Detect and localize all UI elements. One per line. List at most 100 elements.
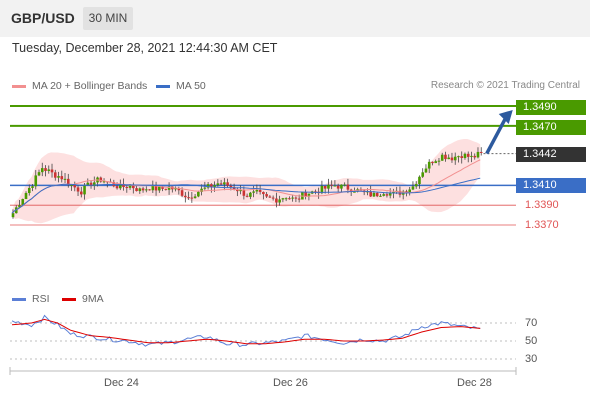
- candle-body: [450, 157, 454, 161]
- candle-body: [271, 197, 275, 199]
- symbol-label: GBP/USD: [11, 10, 75, 26]
- candle-body: [408, 189, 411, 193]
- candle-body: [164, 188, 168, 190]
- candle-body: [457, 156, 460, 158]
- ma9-swatch: [62, 297, 76, 301]
- candle-body: [262, 191, 265, 195]
- legend-rsi-label: RSI: [32, 293, 50, 305]
- candle-body: [86, 182, 90, 186]
- datetime-label: Tuesday, December 28, 2021 12:44:30 AM C…: [12, 41, 278, 55]
- candle-body: [414, 184, 418, 187]
- candle-body: [320, 185, 324, 194]
- candle-body: [115, 186, 119, 189]
- candle-body: [122, 183, 125, 188]
- candle-body: [476, 151, 480, 158]
- legend-ma9: 9MA: [62, 293, 104, 305]
- ma50-line: [11, 177, 481, 214]
- candle-body: [353, 191, 356, 193]
- candle-body: [252, 191, 255, 193]
- candle-body: [242, 189, 246, 196]
- candle-body: [291, 197, 294, 199]
- level-tag-current: 1.3442: [516, 147, 586, 162]
- legend-ma20: MA 20 + Bollinger Bands: [12, 80, 147, 92]
- candle-body: [40, 168, 44, 173]
- candle-body: [203, 187, 207, 189]
- candle-body: [151, 185, 155, 191]
- candle-body: [239, 189, 242, 192]
- rsi-ma9-line: [11, 318, 481, 345]
- candle-body: [466, 153, 470, 157]
- candle-body: [372, 192, 376, 197]
- candle-body: [148, 189, 151, 191]
- candle-body: [210, 184, 213, 188]
- candle-body: [145, 189, 148, 191]
- candle-body: [60, 176, 64, 180]
- candle-body: [265, 194, 268, 197]
- candle-body: [437, 160, 441, 162]
- candle-body: [24, 192, 28, 200]
- candle-body: [193, 196, 197, 199]
- candle-body: [79, 191, 83, 195]
- candle-body: [18, 205, 21, 208]
- candle-body: [73, 184, 77, 188]
- level-label-s1: 1.3390: [525, 199, 559, 211]
- candle-body: [421, 172, 425, 177]
- candle-body: [382, 194, 385, 196]
- legend-rsi: RSI: [12, 293, 50, 305]
- candle-body: [307, 193, 311, 197]
- chart-header: GBP/USD 30 MIN: [0, 0, 590, 37]
- candle-body: [343, 184, 346, 186]
- candle-body: [83, 185, 86, 195]
- candle-body: [92, 182, 96, 186]
- rsi-line: [11, 314, 481, 348]
- rsi-swatch: [12, 297, 26, 301]
- candle-body: [229, 185, 233, 188]
- candle-body: [460, 156, 464, 159]
- candle-body: [119, 183, 122, 189]
- candle-body: [89, 182, 93, 186]
- candle-body: [411, 186, 415, 190]
- candle-body: [197, 191, 200, 197]
- candle-body: [327, 184, 330, 189]
- candle-body: [190, 197, 194, 199]
- candle-body: [70, 184, 73, 186]
- candle-body: [288, 198, 291, 200]
- candle-body: [304, 192, 307, 197]
- candle-body: [34, 175, 38, 187]
- candle-body: [200, 188, 203, 192]
- candle-body: [37, 172, 41, 176]
- candle-body: [63, 178, 67, 180]
- candle-body: [102, 181, 106, 183]
- level-label-s2: 1.3370: [525, 219, 559, 231]
- candle-body: [281, 198, 285, 200]
- candle-body: [66, 178, 70, 186]
- candle-body: [245, 195, 249, 197]
- candle-body: [375, 192, 379, 197]
- candle-body: [294, 197, 298, 199]
- candle-body: [184, 195, 187, 198]
- candle-body: [255, 190, 259, 192]
- legend-ma50: MA 50: [156, 80, 206, 92]
- candle-body: [323, 185, 327, 189]
- ma50-swatch: [156, 84, 170, 88]
- candle-body: [258, 190, 262, 192]
- candle-body: [463, 153, 467, 159]
- candle-body: [158, 186, 161, 191]
- candle-body: [128, 185, 132, 188]
- candle-body: [11, 213, 15, 218]
- candle-body: [388, 193, 392, 196]
- candle-body: [27, 187, 31, 193]
- level-tag-r1: 1.3470: [516, 120, 586, 135]
- candle-body: [330, 184, 333, 186]
- candle-body: [297, 198, 301, 200]
- candle-body: [219, 183, 223, 185]
- timeframe-button[interactable]: 30 MIN: [83, 7, 133, 30]
- level-tag-pivot: 1.3410: [516, 178, 586, 193]
- candle-body: [167, 186, 171, 190]
- candle-body: [268, 196, 272, 198]
- candle-body: [278, 199, 281, 203]
- candle-body: [135, 188, 138, 192]
- legend-ma50-label: MA 50: [176, 80, 206, 92]
- candle-body: [418, 176, 421, 185]
- candle-body: [154, 185, 158, 191]
